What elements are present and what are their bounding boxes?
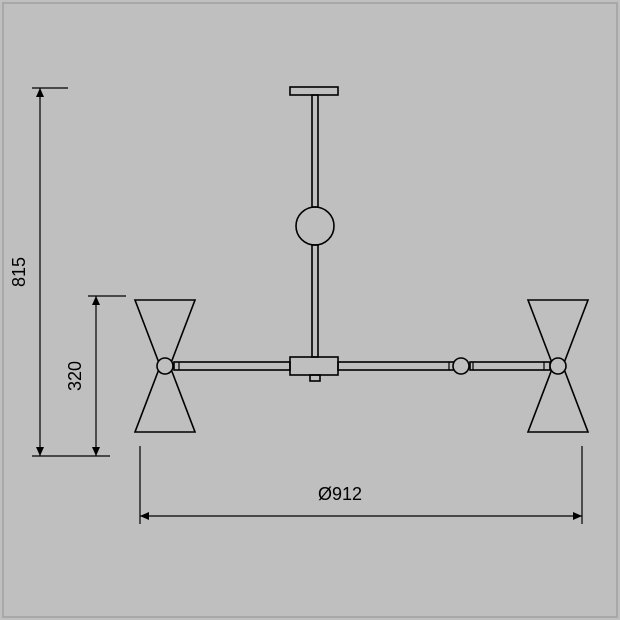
canopy bbox=[290, 87, 338, 95]
arrowhead bbox=[36, 88, 44, 97]
shade-right-lower bbox=[528, 369, 588, 432]
hub-tab bbox=[310, 375, 320, 381]
joint-mid bbox=[453, 358, 469, 374]
arrowhead bbox=[92, 447, 100, 456]
arm-right-a bbox=[338, 362, 454, 370]
joint-right bbox=[550, 358, 566, 374]
arrowhead bbox=[92, 296, 100, 305]
joint-left bbox=[157, 358, 173, 374]
rod-lower bbox=[312, 245, 318, 357]
arm-left bbox=[174, 362, 290, 370]
shade-left-lower bbox=[135, 369, 195, 432]
rod-upper bbox=[312, 95, 318, 207]
arrowhead bbox=[36, 447, 44, 456]
arrowhead bbox=[140, 512, 149, 520]
dim-label-height-overall: 815 bbox=[9, 257, 29, 287]
dim-label-width: Ø912 bbox=[318, 484, 362, 504]
arm-right-b bbox=[470, 362, 550, 370]
arrowhead bbox=[573, 512, 582, 520]
technical-drawing: 815 320 Ø912 bbox=[0, 0, 620, 620]
hub bbox=[290, 357, 338, 375]
dim-label-height-shade: 320 bbox=[65, 361, 85, 391]
ball-joint bbox=[296, 207, 334, 245]
shade-left-upper bbox=[135, 300, 195, 363]
shade-right-upper bbox=[528, 300, 588, 363]
